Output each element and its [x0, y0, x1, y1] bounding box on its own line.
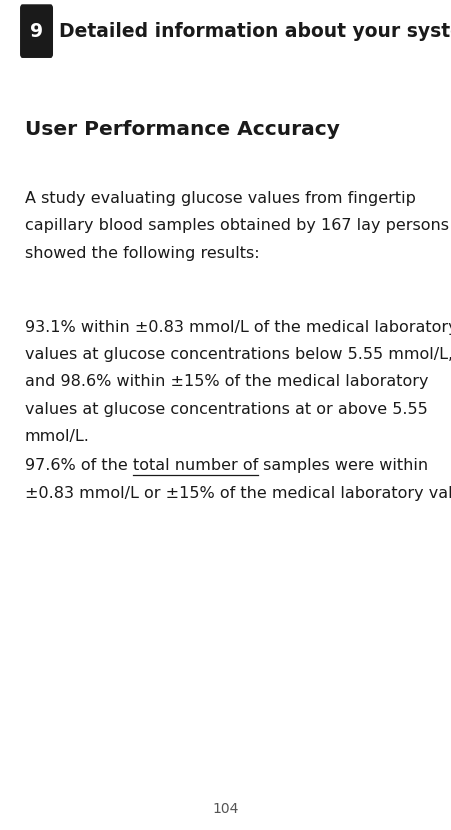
Text: mmol/L.: mmol/L.: [25, 429, 90, 444]
Text: and 98.6% within ±15% of the medical laboratory: and 98.6% within ±15% of the medical lab…: [25, 374, 428, 389]
Text: 104: 104: [212, 803, 239, 816]
Text: 93.1% within ±0.83 mmol/L of the medical laboratory: 93.1% within ±0.83 mmol/L of the medical…: [25, 320, 451, 334]
Text: values at glucose concentrations at or above 5.55: values at glucose concentrations at or a…: [25, 402, 428, 417]
Text: Detailed information about your system: Detailed information about your system: [59, 22, 451, 41]
Text: showed the following results:: showed the following results:: [25, 246, 259, 261]
Text: ±0.83 mmol/L or ±15% of the medical laboratory values.: ±0.83 mmol/L or ±15% of the medical labo…: [25, 486, 451, 500]
Text: capillary blood samples obtained by 167 lay persons: capillary blood samples obtained by 167 …: [25, 218, 449, 233]
Text: A study evaluating glucose values from fingertip: A study evaluating glucose values from f…: [25, 191, 416, 206]
Text: 9: 9: [30, 22, 43, 41]
Text: samples were within: samples were within: [258, 458, 428, 473]
Text: User Performance Accuracy: User Performance Accuracy: [25, 120, 340, 139]
Text: values at glucose concentrations below 5.55 mmol/L,: values at glucose concentrations below 5…: [25, 347, 451, 362]
Text: total number of: total number of: [133, 458, 258, 473]
Text: 97.6% of the: 97.6% of the: [25, 458, 133, 473]
